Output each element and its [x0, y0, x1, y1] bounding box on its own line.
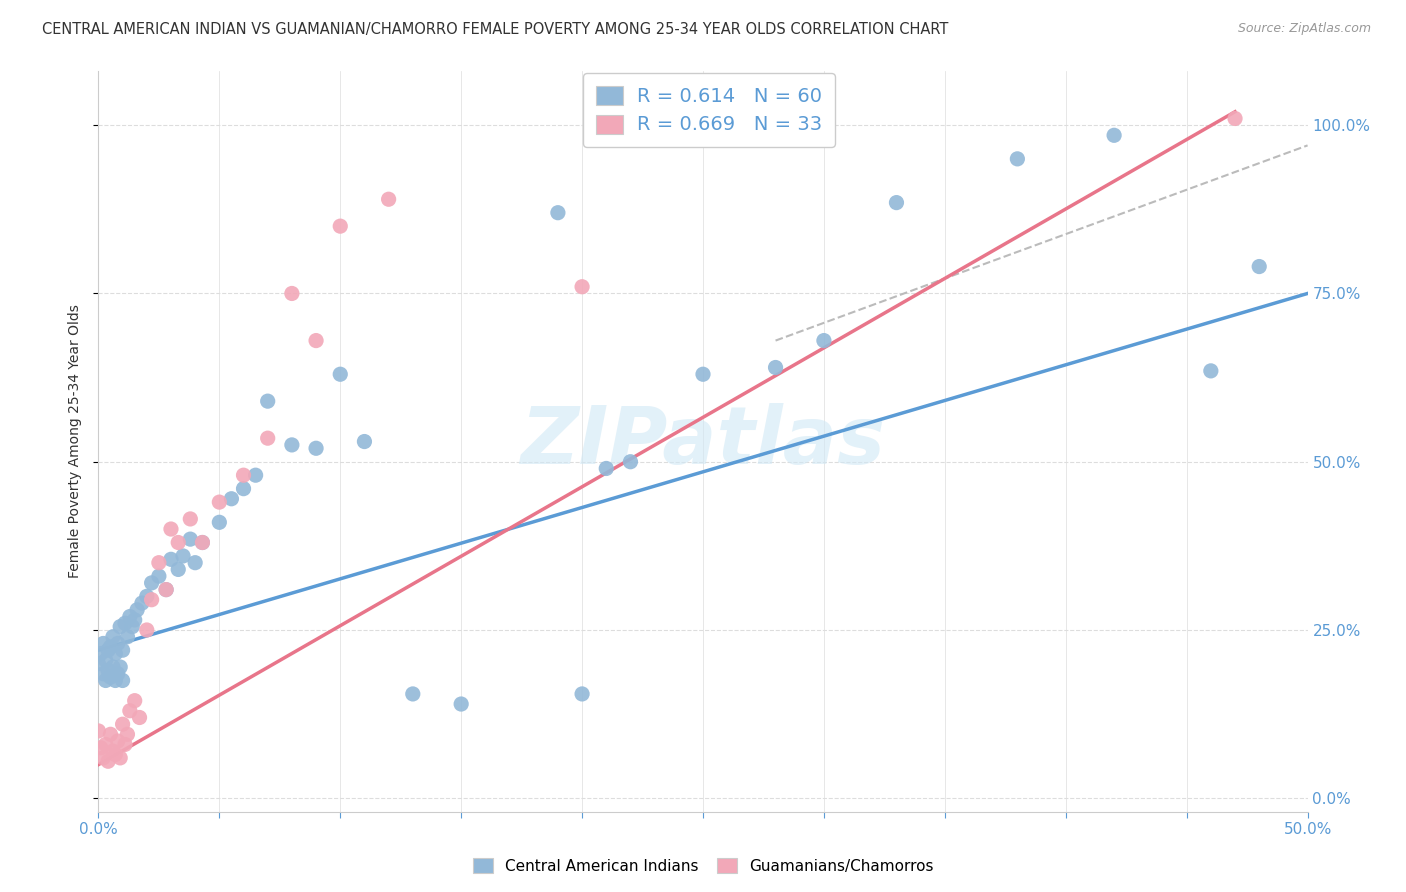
Point — [111, 673, 134, 688]
Point — [104, 673, 127, 688]
Text: CENTRAL AMERICAN INDIAN VS GUAMANIAN/CHAMORRO FEMALE POVERTY AMONG 25-34 YEAR OL: CENTRAL AMERICAN INDIAN VS GUAMANIAN/CHA… — [42, 22, 949, 37]
Point — [1249, 260, 1271, 274]
Point — [100, 727, 122, 741]
Point — [160, 552, 183, 566]
Point — [179, 532, 201, 546]
Point — [141, 592, 163, 607]
Point — [619, 455, 641, 469]
Point — [813, 334, 835, 348]
Point — [1007, 152, 1029, 166]
Point — [97, 643, 120, 657]
Point — [118, 704, 141, 718]
Point — [155, 582, 177, 597]
Point — [107, 636, 129, 650]
Point — [256, 394, 278, 409]
Point — [167, 535, 190, 549]
Point — [94, 653, 117, 667]
Point — [765, 360, 787, 375]
Point — [172, 549, 194, 563]
Point — [91, 636, 114, 650]
Point — [886, 195, 908, 210]
Point — [148, 556, 170, 570]
Point — [184, 556, 207, 570]
Point — [595, 461, 617, 475]
Point — [124, 694, 146, 708]
Point — [114, 738, 136, 752]
Point — [141, 575, 163, 590]
Point — [547, 205, 569, 219]
Point — [329, 368, 352, 382]
Point — [121, 620, 143, 634]
Point — [208, 516, 231, 530]
Point — [94, 673, 117, 688]
Point — [91, 751, 114, 765]
Point — [571, 687, 593, 701]
Point — [329, 219, 352, 234]
Point — [450, 697, 472, 711]
Point — [104, 747, 127, 762]
Point — [1102, 128, 1125, 143]
Point — [692, 368, 714, 382]
Text: ZIPatlas: ZIPatlas — [520, 402, 886, 481]
Point — [117, 727, 139, 741]
Point — [97, 664, 120, 678]
Point — [97, 754, 120, 768]
Point — [221, 491, 243, 506]
Point — [108, 751, 131, 765]
Point — [108, 620, 131, 634]
Point — [114, 616, 136, 631]
Point — [232, 482, 254, 496]
Point — [1199, 364, 1222, 378]
Point — [90, 740, 112, 755]
Point — [135, 590, 157, 604]
Point — [107, 666, 129, 681]
Point — [353, 434, 375, 449]
Point — [91, 666, 114, 681]
Point — [87, 657, 110, 671]
Point — [128, 710, 150, 724]
Point — [281, 438, 304, 452]
Text: Source: ZipAtlas.com: Source: ZipAtlas.com — [1237, 22, 1371, 36]
Point — [305, 442, 328, 456]
Point — [131, 596, 153, 610]
Legend: R = 0.614   N = 60, R = 0.669   N = 33: R = 0.614 N = 60, R = 0.669 N = 33 — [583, 73, 835, 147]
Point — [191, 535, 214, 549]
Point — [179, 512, 201, 526]
Point — [107, 734, 129, 748]
Point — [281, 286, 304, 301]
Y-axis label: Female Poverty Among 25-34 Year Olds: Female Poverty Among 25-34 Year Olds — [69, 304, 83, 579]
Point — [87, 723, 110, 738]
Point — [124, 613, 146, 627]
Point — [94, 738, 117, 752]
Point — [117, 630, 139, 644]
Point — [101, 660, 124, 674]
Point — [232, 468, 254, 483]
Point — [101, 630, 124, 644]
Point — [108, 660, 131, 674]
Point — [167, 562, 190, 576]
Point — [111, 717, 134, 731]
Point — [101, 744, 124, 758]
Point — [90, 647, 112, 661]
Point — [127, 603, 149, 617]
Point — [305, 334, 328, 348]
Point — [245, 468, 267, 483]
Point — [571, 279, 593, 293]
Point — [256, 431, 278, 445]
Point — [100, 640, 122, 654]
Point — [100, 670, 122, 684]
Point — [377, 192, 399, 206]
Point — [148, 569, 170, 583]
Point — [155, 582, 177, 597]
Point — [135, 623, 157, 637]
Point — [402, 687, 425, 701]
Point — [191, 535, 214, 549]
Point — [111, 643, 134, 657]
Point — [208, 495, 231, 509]
Legend: Central American Indians, Guamanians/Chamorros: Central American Indians, Guamanians/Cha… — [467, 852, 939, 880]
Point — [160, 522, 183, 536]
Point — [118, 609, 141, 624]
Point — [1223, 112, 1246, 126]
Point — [104, 647, 127, 661]
